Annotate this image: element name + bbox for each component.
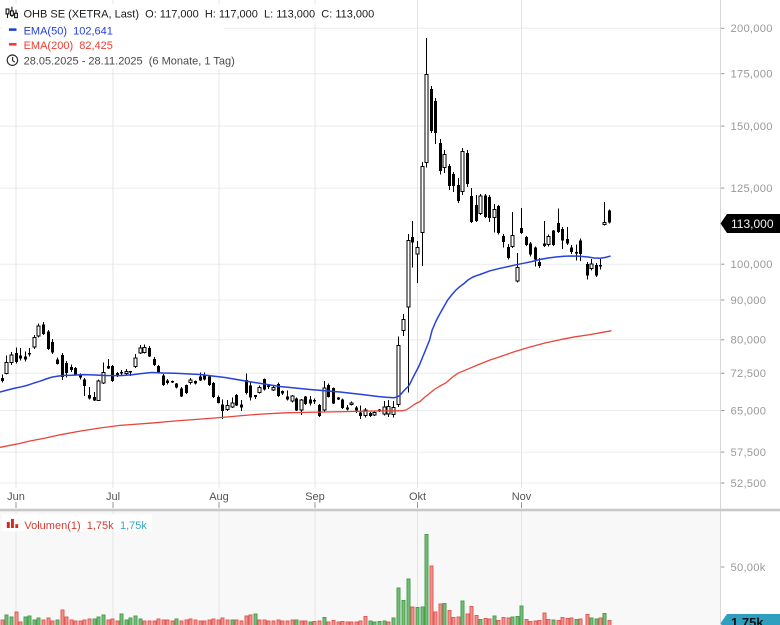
svg-text:100,000: 100,000 xyxy=(731,259,773,271)
svg-text:Jul: Jul xyxy=(106,491,120,503)
svg-text:80,000: 80,000 xyxy=(731,335,767,347)
svg-text:EMA(50) 102,641: EMA(50) 102,641 xyxy=(24,25,113,37)
svg-text:Jun: Jun xyxy=(7,491,25,503)
svg-text:Volumen(1) 1,75k: Volumen(1) 1,75k xyxy=(24,520,114,532)
svg-text:52,500: 52,500 xyxy=(731,478,767,490)
svg-text:113,000: 113,000 xyxy=(731,217,774,231)
svg-text:EMA(200) 82,425: EMA(200) 82,425 xyxy=(24,40,113,52)
svg-text:28.05.2025 - 28.11.2025 (6 Mo: 28.05.2025 - 28.11.2025 (6 Monate, 1 Tag… xyxy=(24,55,235,67)
svg-text:Okt: Okt xyxy=(409,491,426,503)
svg-text:1,75k: 1,75k xyxy=(731,615,764,625)
svg-text:57,500: 57,500 xyxy=(731,447,767,459)
svg-text:Nov: Nov xyxy=(512,491,532,503)
svg-text:50,00k: 50,00k xyxy=(731,562,766,574)
svg-text:Sep: Sep xyxy=(305,491,325,503)
svg-text:Aug: Aug xyxy=(209,491,229,503)
svg-text:125,000: 125,000 xyxy=(731,183,773,195)
svg-text:200,000: 200,000 xyxy=(731,23,773,35)
svg-text:72,500: 72,500 xyxy=(731,368,767,380)
svg-text:OHB SE (XETRA, Last) O: 117,0: OHB SE (XETRA, Last) O: 117,000 H: 117,0… xyxy=(24,9,375,21)
svg-text:65,000: 65,000 xyxy=(731,405,767,417)
svg-text:1,75k: 1,75k xyxy=(120,520,147,532)
svg-text:175,000: 175,000 xyxy=(731,69,773,81)
svg-text:150,000: 150,000 xyxy=(731,121,773,133)
svg-text:90,000: 90,000 xyxy=(731,295,767,307)
